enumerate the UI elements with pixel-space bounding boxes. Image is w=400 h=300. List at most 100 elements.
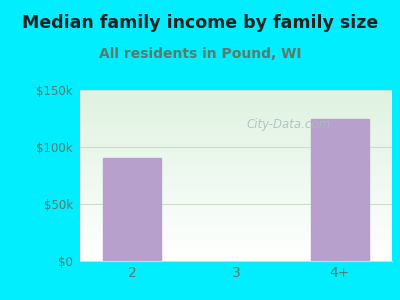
Bar <box>80 109 392 110</box>
Bar <box>80 106 392 107</box>
Bar <box>80 247 392 248</box>
Bar <box>80 210 392 211</box>
Bar <box>80 143 392 144</box>
Bar <box>80 110 392 111</box>
Bar <box>80 244 392 245</box>
Bar <box>80 115 392 116</box>
Bar <box>80 232 392 233</box>
Bar <box>80 117 392 118</box>
Bar <box>80 126 392 127</box>
Bar <box>80 107 392 108</box>
Bar <box>80 187 392 188</box>
Bar <box>80 144 392 145</box>
Bar <box>80 125 392 126</box>
Bar <box>80 246 392 247</box>
Bar <box>80 199 392 200</box>
Bar <box>80 168 392 169</box>
Bar <box>80 179 392 180</box>
Bar <box>80 105 392 106</box>
Bar <box>80 253 392 254</box>
Bar <box>80 202 392 203</box>
Bar <box>80 207 392 208</box>
Bar <box>80 241 392 242</box>
Bar <box>80 238 392 239</box>
Bar <box>80 174 392 175</box>
Bar <box>80 154 392 155</box>
Bar <box>80 133 392 134</box>
Bar <box>80 177 392 178</box>
Bar <box>80 229 392 230</box>
Bar <box>80 249 392 250</box>
Bar <box>80 225 392 226</box>
Bar <box>80 193 392 194</box>
Bar <box>80 94 392 95</box>
Bar <box>80 203 392 204</box>
Bar <box>80 243 392 244</box>
Bar <box>80 92 392 93</box>
Bar <box>80 214 392 215</box>
Bar <box>80 169 392 170</box>
Bar <box>80 190 392 191</box>
Bar <box>80 228 392 229</box>
Bar <box>80 211 392 212</box>
Bar <box>80 114 392 115</box>
Bar <box>80 141 392 142</box>
Bar <box>80 196 392 197</box>
Bar <box>80 237 392 238</box>
Bar <box>80 131 392 132</box>
Bar <box>80 218 392 219</box>
Bar <box>80 223 392 224</box>
Bar <box>80 97 392 98</box>
Bar <box>80 235 392 236</box>
Bar <box>80 188 392 189</box>
Bar <box>80 209 392 210</box>
Bar <box>80 138 392 139</box>
Bar <box>80 102 392 103</box>
Bar <box>80 181 392 182</box>
Bar <box>80 157 392 158</box>
Bar <box>80 120 392 121</box>
Bar <box>80 217 392 218</box>
Bar <box>80 162 392 163</box>
Bar <box>80 182 392 183</box>
Bar <box>80 91 392 92</box>
Bar <box>80 160 392 161</box>
Bar <box>80 150 392 151</box>
Bar <box>80 95 392 96</box>
Bar <box>80 128 392 129</box>
Bar <box>80 248 392 249</box>
Bar <box>80 167 392 168</box>
Bar <box>80 161 392 162</box>
Bar <box>80 163 392 164</box>
Bar <box>80 169 392 170</box>
Bar <box>80 191 392 192</box>
Bar <box>80 233 392 234</box>
Bar <box>80 239 392 240</box>
Bar <box>80 118 392 119</box>
Bar <box>80 176 392 177</box>
Bar <box>80 208 392 209</box>
Bar <box>80 242 392 243</box>
Bar <box>80 175 392 176</box>
Bar <box>80 147 392 148</box>
Bar <box>80 254 392 255</box>
Bar <box>80 183 392 184</box>
Bar <box>80 200 392 201</box>
Bar <box>80 134 392 135</box>
Bar <box>80 226 392 227</box>
Bar <box>80 156 392 157</box>
Bar <box>80 194 392 195</box>
Bar <box>80 111 392 112</box>
Bar <box>80 96 392 97</box>
Bar <box>80 108 392 109</box>
Bar <box>80 104 392 105</box>
Bar <box>80 166 392 167</box>
Bar <box>80 178 392 179</box>
Bar <box>80 90 392 91</box>
Bar <box>80 148 392 149</box>
Bar <box>80 245 392 246</box>
Bar <box>80 124 392 125</box>
Bar <box>80 259 392 260</box>
Bar <box>80 153 392 154</box>
Bar <box>80 112 392 113</box>
